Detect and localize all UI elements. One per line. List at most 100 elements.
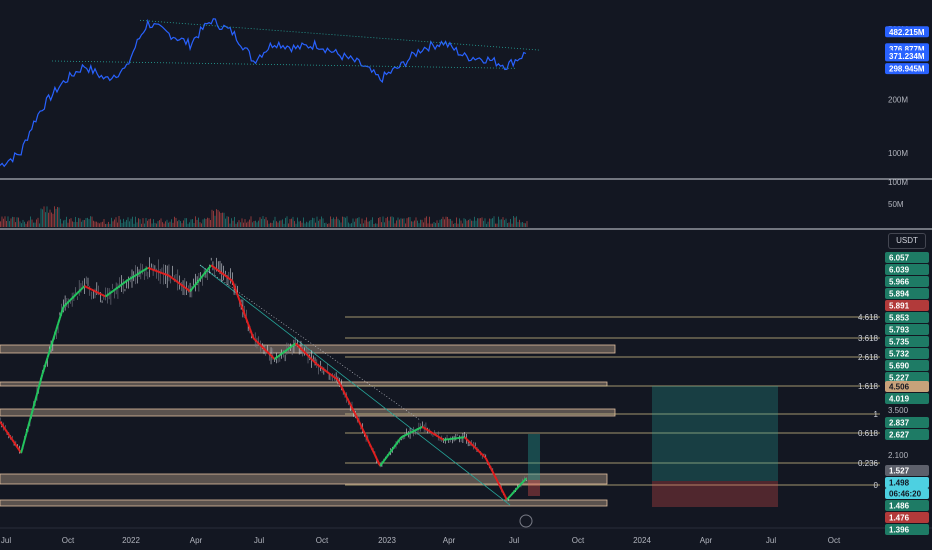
price-tag-label: 5.894 (889, 290, 910, 299)
currency-button[interactable]: USDT (888, 233, 926, 249)
volume-bar (420, 219, 421, 227)
volume-bar (477, 218, 478, 227)
moving-average-segment (441, 437, 445, 441)
moving-average-segment (122, 281, 126, 285)
price-tag (885, 276, 929, 287)
volume-bar (414, 220, 415, 227)
moving-average-segment (513, 489, 517, 493)
volume-bar (276, 221, 277, 227)
volume-bar (510, 218, 511, 227)
moving-average-segment (266, 351, 270, 355)
price-tag (885, 252, 929, 263)
moving-average-segment (189, 288, 193, 292)
volume-bar (97, 222, 99, 227)
volume-bar (148, 219, 150, 227)
moving-average-segment (178, 282, 182, 286)
volume-bar (490, 218, 492, 227)
moving-average-segment (413, 429, 416, 433)
volume-bar (312, 217, 313, 227)
volume-bar (340, 222, 342, 227)
volume-bar (352, 218, 354, 227)
volume-bar (100, 222, 102, 227)
volume-bar (129, 221, 130, 227)
moving-average-segment (87, 286, 91, 290)
moving-average-segment (434, 433, 438, 437)
moving-average-segment (305, 353, 309, 357)
price-tag-label: 376.877M (889, 45, 925, 54)
moving-average-segment (495, 478, 499, 483)
moving-average-segment (236, 294, 241, 301)
channel-top-line (139, 19, 541, 51)
moving-average-segment (7, 434, 12, 438)
price-tag-label: 1.476 (889, 514, 910, 523)
volume-bar (450, 218, 451, 227)
moving-average-segment (340, 386, 345, 391)
volume-bar (214, 215, 216, 227)
volume-bar (493, 216, 495, 227)
volume-bar (67, 222, 69, 227)
time-axis-label: 2023 (378, 536, 396, 545)
volume-bar (507, 223, 508, 227)
moving-average-segment (289, 345, 293, 349)
moving-average-segment (423, 427, 427, 430)
fib-level-label: 2.618 (858, 353, 879, 362)
moving-average-segment (57, 317, 61, 325)
moving-average-segment (514, 487, 519, 491)
moving-average-segment (358, 421, 362, 426)
moving-average-segment (80, 287, 84, 291)
volume-bar (351, 223, 352, 227)
volume-bar (289, 219, 291, 227)
moving-average-segment (509, 493, 513, 497)
volume-bar (234, 216, 235, 227)
time-axis-label: Jul (766, 536, 776, 545)
moving-average-segment (418, 426, 422, 430)
price-tag-label: 5.227 (889, 374, 910, 383)
volume-bar (385, 218, 387, 227)
moving-average-segment (291, 343, 295, 347)
volume-bar (13, 217, 15, 227)
volume-bar (141, 223, 142, 227)
volume-bar (421, 219, 423, 227)
event-marker-icon (519, 514, 533, 528)
moving-average-segment (330, 373, 334, 377)
volume-bar (259, 217, 261, 227)
moving-average-segment (356, 417, 360, 423)
moving-average-segment (493, 475, 498, 480)
moving-average-segment (248, 328, 253, 334)
moving-average-segment (43, 363, 47, 370)
volume-bar (90, 216, 91, 227)
volume-bar (451, 220, 453, 227)
moving-average-segment (270, 354, 274, 359)
fib-level-label: 3.618 (858, 334, 879, 343)
volume-bar (339, 220, 340, 227)
volume-bar (384, 222, 385, 227)
moving-average-segment (406, 432, 409, 436)
moving-average-segment (0, 421, 3, 425)
moving-average-segment (474, 446, 478, 451)
moving-average-segment (105, 294, 108, 298)
moving-average-segment (240, 304, 244, 310)
volume-bar (501, 219, 502, 227)
moving-average-segment (293, 342, 297, 346)
moving-average-segment (37, 380, 42, 388)
volume-bar (30, 216, 31, 227)
price-tag-label: 5.966 (889, 278, 910, 287)
volume-bar (144, 223, 145, 227)
volume-bar (178, 219, 180, 227)
volume-bar (462, 223, 463, 227)
volume-bar (126, 219, 127, 227)
volume-bar (417, 220, 418, 227)
moving-average-segment (511, 491, 515, 495)
volume-bar (168, 222, 169, 227)
moving-average-segment (191, 286, 195, 290)
moving-average-segment (143, 268, 147, 271)
moving-average-segment (261, 346, 265, 350)
volume-bar (379, 217, 381, 227)
volume-bar (505, 218, 507, 227)
volume-bar (322, 218, 324, 227)
volume-bar (130, 218, 132, 227)
volume-bar (333, 217, 334, 227)
volume-bar (330, 216, 331, 227)
price-tag (885, 417, 929, 428)
